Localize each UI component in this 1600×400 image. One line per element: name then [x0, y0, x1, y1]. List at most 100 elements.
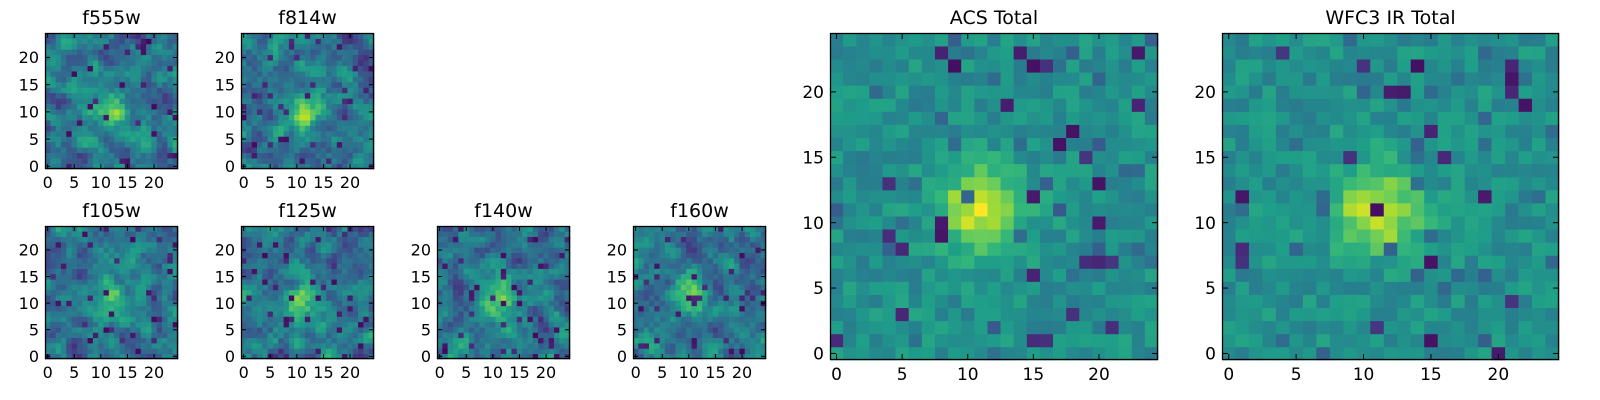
heatmap-cell — [363, 136, 370, 143]
heatmap-cell — [358, 81, 364, 88]
heatmap-cell — [299, 163, 306, 170]
y-tick-label: 15 — [802, 148, 824, 168]
heatmap-cell — [352, 311, 359, 317]
heatmap-cell — [654, 252, 660, 259]
heatmap-cell — [130, 43, 136, 50]
heatmap-cell — [548, 316, 555, 323]
heatmap-cell — [1329, 176, 1344, 191]
heatmap-cell — [267, 76, 274, 83]
heatmap-cell — [691, 316, 698, 323]
heatmap-cell — [60, 311, 67, 317]
heatmap-cell — [162, 332, 168, 339]
heatmap-cell — [1000, 346, 1015, 361]
heatmap-cell — [331, 54, 338, 61]
heatmap-cell — [162, 71, 168, 77]
heatmap-cell — [1092, 176, 1106, 191]
heatmap-cell — [974, 294, 988, 309]
heatmap-cell — [331, 343, 338, 349]
heatmap-cell — [124, 141, 131, 148]
heatmap-cell — [304, 257, 311, 264]
heatmap-cell — [156, 76, 163, 83]
heatmap-cell — [463, 343, 470, 349]
heatmap-cell — [869, 33, 883, 47]
heatmap-cell — [283, 268, 290, 275]
heatmap-cell — [458, 236, 464, 243]
heatmap-cell — [71, 158, 78, 164]
heatmap-cell — [1105, 242, 1119, 256]
heatmap-cell — [638, 247, 644, 253]
heatmap-cell — [299, 332, 306, 339]
heatmap-cell — [437, 343, 443, 349]
heatmap-cell — [1013, 320, 1028, 335]
heatmap-cell — [1092, 46, 1106, 60]
heatmap-cell — [723, 348, 730, 355]
heatmap-cell — [283, 60, 290, 66]
heatmap-cell — [511, 311, 518, 317]
heatmap-cell — [114, 103, 120, 110]
heatmap-cell — [299, 241, 306, 248]
heatmap-cell — [543, 316, 550, 323]
heatmap-cell — [50, 327, 56, 333]
heatmap-cell — [548, 348, 555, 355]
heatmap-cell — [1316, 189, 1331, 204]
heatmap-cell — [442, 353, 448, 360]
heatmap-cell — [691, 348, 698, 355]
heatmap-cell — [506, 279, 512, 285]
heatmap-cell — [114, 109, 120, 115]
heatmap-cell — [304, 300, 311, 307]
heatmap-cell — [1505, 242, 1519, 256]
heatmap-cell — [246, 300, 252, 307]
heatmap-cell — [146, 231, 152, 237]
heatmap-cell — [114, 284, 120, 291]
y-tick-label: 5 — [813, 279, 824, 299]
heatmap-cell — [156, 343, 163, 349]
heatmap-cell — [283, 81, 290, 88]
heatmap-cell — [135, 81, 142, 88]
heatmap-cell — [310, 305, 316, 312]
heatmap-cell — [272, 257, 279, 264]
heatmap-cell — [1410, 189, 1425, 204]
heatmap-cell — [278, 231, 284, 237]
heatmap-cell — [718, 316, 724, 323]
heatmap-cell — [167, 147, 174, 154]
heatmap-cell — [87, 353, 94, 360]
heatmap-cell — [331, 231, 338, 237]
heatmap-cell — [974, 333, 988, 348]
heatmap-cell — [659, 236, 666, 243]
heatmap-cell — [119, 136, 126, 143]
heatmap-cell — [156, 268, 163, 275]
heatmap-cell — [659, 343, 666, 349]
heatmap-cell — [267, 43, 274, 50]
heatmap-cell — [283, 241, 290, 248]
heatmap-cell — [103, 158, 110, 164]
heatmap-cell — [55, 76, 62, 83]
heatmap-cell — [755, 300, 762, 307]
heatmap-cell — [1302, 176, 1317, 191]
heatmap-cell — [522, 300, 528, 307]
heatmap-cell — [151, 247, 158, 253]
heatmap-cell — [463, 284, 470, 291]
heatmap-cell — [82, 273, 88, 280]
heatmap-cell — [442, 257, 448, 264]
heatmap-cell — [500, 268, 507, 275]
heatmap-cell — [66, 152, 72, 159]
heatmap-cell — [352, 305, 359, 312]
heatmap-cell — [108, 147, 115, 154]
heatmap-cell — [256, 252, 263, 259]
heatmap-cell — [484, 263, 491, 269]
heatmap-cell — [140, 327, 147, 333]
heatmap-cell — [739, 321, 746, 328]
heatmap-cell — [1329, 307, 1344, 322]
heatmap-cell — [135, 147, 142, 154]
heatmap-cell — [548, 257, 555, 264]
heatmap-cell — [342, 38, 348, 45]
heatmap-cell — [162, 114, 168, 121]
heatmap-cell — [755, 343, 762, 349]
heatmap-cell — [882, 98, 896, 112]
heatmap-cell — [895, 33, 910, 47]
heatmap-cell — [98, 49, 104, 56]
heatmap-cell — [82, 332, 88, 339]
heatmap-cell — [50, 152, 56, 159]
heatmap-cell — [895, 150, 910, 165]
heatmap-cell — [336, 343, 343, 349]
